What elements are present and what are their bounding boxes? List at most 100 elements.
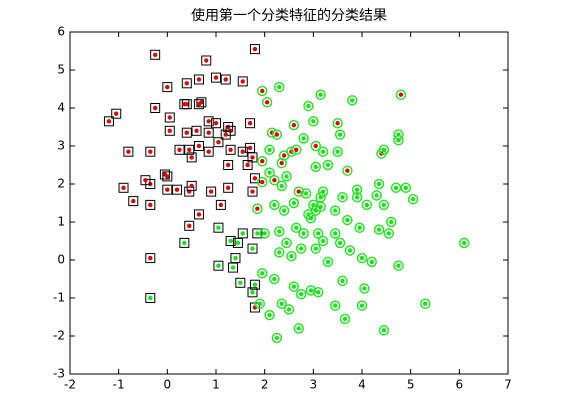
point-dot bbox=[311, 119, 316, 124]
point bbox=[317, 146, 329, 157]
point-marker bbox=[366, 256, 377, 268]
point-dot bbox=[267, 170, 272, 175]
point-dot bbox=[204, 58, 209, 63]
point-dot bbox=[206, 130, 211, 135]
point-dot bbox=[362, 286, 367, 291]
point-marker bbox=[310, 161, 322, 173]
point-dot bbox=[165, 174, 170, 179]
point bbox=[123, 146, 134, 157]
point bbox=[164, 125, 175, 136]
point bbox=[145, 293, 156, 303]
point bbox=[315, 201, 326, 213]
point-marker bbox=[193, 99, 204, 110]
point-dot bbox=[277, 229, 282, 234]
point-marker bbox=[252, 228, 263, 239]
point bbox=[312, 228, 324, 239]
point-dot bbox=[250, 155, 255, 160]
point-marker bbox=[315, 89, 326, 100]
point-marker bbox=[351, 184, 363, 195]
point-dot bbox=[301, 231, 306, 236]
point-dot bbox=[345, 168, 350, 173]
point-marker bbox=[274, 226, 285, 237]
point-marker bbox=[288, 197, 300, 209]
point-dot bbox=[264, 100, 270, 105]
point-dot bbox=[291, 284, 297, 289]
point-dot bbox=[284, 240, 289, 246]
point-dot bbox=[318, 204, 323, 209]
point bbox=[332, 117, 343, 129]
point bbox=[252, 203, 263, 214]
point-marker bbox=[269, 174, 280, 186]
point bbox=[179, 237, 190, 248]
point-dot bbox=[187, 147, 192, 152]
point-dot bbox=[262, 231, 267, 236]
point-dot bbox=[225, 162, 231, 168]
point-marker bbox=[145, 293, 156, 303]
point bbox=[407, 193, 419, 205]
point-dot bbox=[403, 185, 408, 190]
point bbox=[203, 146, 214, 157]
point bbox=[312, 287, 324, 298]
point-marker bbox=[347, 95, 358, 106]
point-dot bbox=[359, 255, 365, 261]
point-dot bbox=[196, 102, 202, 107]
point bbox=[283, 304, 295, 315]
point-dot bbox=[216, 140, 221, 145]
point-marker bbox=[303, 100, 314, 112]
point-marker bbox=[298, 228, 309, 239]
point bbox=[288, 197, 300, 209]
point-dot bbox=[255, 206, 260, 211]
point-marker bbox=[150, 103, 161, 113]
point-dot bbox=[354, 195, 360, 200]
point-dot bbox=[267, 147, 272, 152]
point bbox=[150, 103, 161, 113]
point-marker bbox=[118, 182, 129, 193]
point bbox=[184, 144, 195, 155]
point-marker bbox=[356, 252, 368, 264]
point-dot bbox=[374, 193, 379, 198]
point-dot bbox=[298, 246, 304, 251]
point-dot bbox=[291, 122, 297, 128]
x-tick-label: 3 bbox=[310, 378, 318, 392]
point-dot bbox=[235, 240, 241, 246]
point-marker bbox=[286, 250, 297, 262]
point-dot bbox=[279, 160, 284, 166]
point-dot bbox=[274, 335, 280, 341]
point bbox=[201, 55, 212, 66]
point bbox=[310, 161, 322, 173]
point-marker bbox=[281, 171, 292, 182]
point-marker bbox=[193, 141, 204, 151]
point-dot bbox=[364, 202, 370, 208]
point-dot bbox=[247, 121, 253, 126]
point bbox=[264, 144, 275, 156]
point bbox=[256, 155, 268, 167]
point bbox=[295, 243, 307, 254]
point-dot bbox=[250, 189, 255, 194]
point bbox=[344, 245, 356, 256]
point-dot bbox=[337, 132, 343, 137]
point bbox=[172, 184, 183, 195]
point bbox=[334, 129, 346, 140]
y-tick-label: 1 bbox=[57, 215, 65, 229]
point bbox=[373, 224, 385, 235]
point bbox=[264, 167, 275, 178]
point-dot bbox=[252, 282, 258, 287]
point bbox=[317, 186, 329, 197]
point bbox=[329, 228, 341, 239]
point-dot bbox=[462, 240, 467, 246]
point bbox=[278, 205, 290, 216]
point-marker bbox=[385, 216, 397, 228]
point-marker bbox=[276, 157, 287, 169]
point bbox=[342, 214, 353, 226]
point-dot bbox=[294, 225, 299, 230]
point bbox=[322, 159, 334, 171]
point-dot bbox=[320, 238, 326, 244]
point-dot bbox=[216, 225, 221, 230]
point-marker bbox=[191, 125, 202, 136]
point bbox=[308, 116, 319, 127]
point-marker bbox=[407, 193, 419, 205]
point bbox=[232, 237, 243, 248]
point bbox=[291, 144, 302, 156]
point-marker bbox=[203, 127, 214, 138]
